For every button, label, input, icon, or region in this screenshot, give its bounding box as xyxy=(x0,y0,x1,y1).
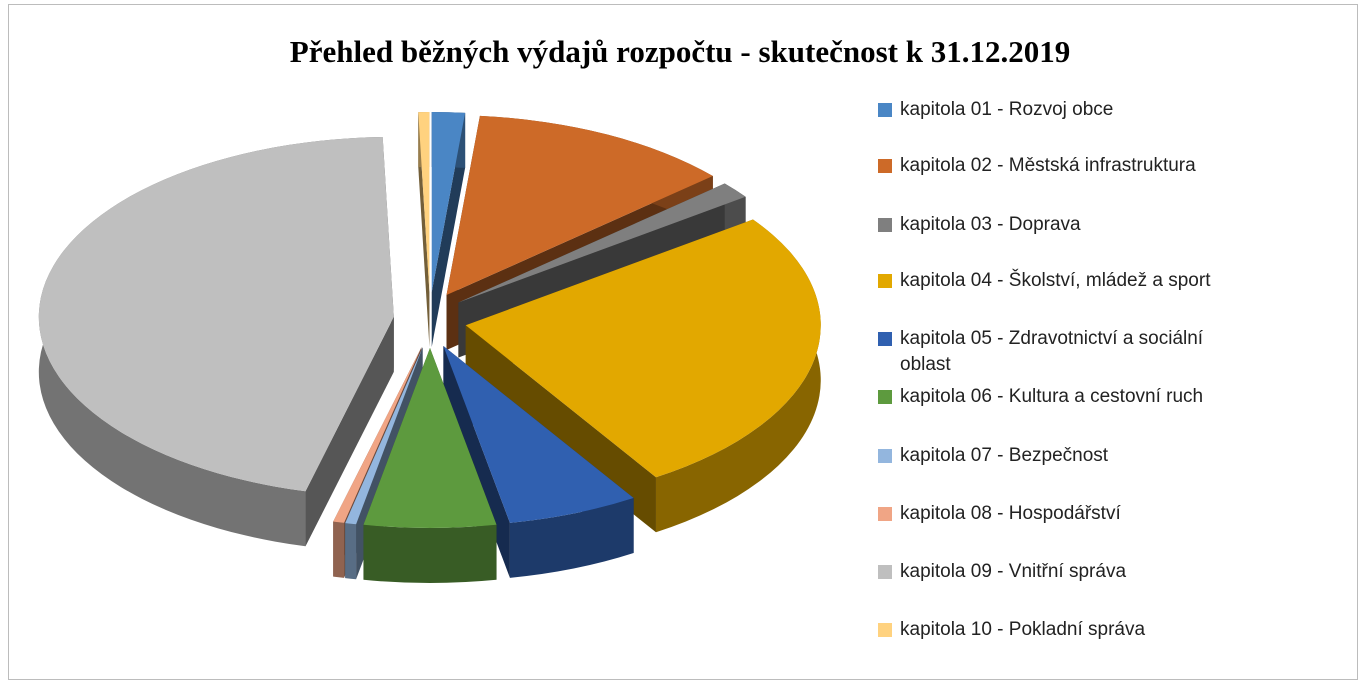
legend-entry: kapitola 06 - Kultura a cestovní ruch xyxy=(878,384,1238,410)
legend-swatch xyxy=(878,332,892,346)
slice xyxy=(418,112,430,293)
slice xyxy=(465,219,821,478)
legend-label: kapitola 04 - Školství, mládež a sport xyxy=(900,270,1211,291)
legend-label: kapitola 02 - Městská infrastruktura xyxy=(900,155,1196,176)
legend-swatch xyxy=(878,103,892,117)
chart xyxy=(38,112,821,583)
legend-entry: kapitola 04 - Školství, mládež a sport xyxy=(878,268,1238,294)
slice xyxy=(38,137,394,492)
slice xyxy=(333,347,422,523)
slice-wall xyxy=(418,112,430,348)
legend-entry: kapitola 08 - Hospodářství xyxy=(878,501,1238,527)
legend-label: kapitola 06 - Kultura a cestovní ruch xyxy=(900,386,1204,407)
slice-side xyxy=(655,219,821,533)
legend-swatch xyxy=(878,565,892,579)
legend-label: kapitola 10 - Pokladní správa xyxy=(900,619,1146,640)
legend-entry: kapitola 07 - Bezpečnost xyxy=(878,443,1238,469)
legend-entry: kapitola 01 - Rozvoj obce xyxy=(878,97,1238,123)
legend-entry: kapitola 09 - Vnitřní správa xyxy=(878,559,1238,585)
legend-label: kapitola 03 - Doprava xyxy=(900,214,1081,235)
legend-swatch xyxy=(878,507,892,521)
legend-swatch xyxy=(878,274,892,288)
legend-entry: kapitola 03 - Doprava xyxy=(878,212,1238,238)
slice-wall xyxy=(345,347,423,579)
slice xyxy=(363,348,497,528)
slice-wall xyxy=(305,316,394,547)
legend-swatch xyxy=(878,623,892,637)
legend-label: kapitola 01 - Rozvoj obce xyxy=(900,99,1114,120)
legend-label: kapitola 07 - Bezpečnost xyxy=(900,445,1109,466)
slice xyxy=(443,346,634,523)
legend-label: kapitola 08 - Hospodářství xyxy=(900,503,1121,524)
legend-entry: kapitola 10 - Pokladní správa xyxy=(878,617,1238,643)
legend-swatch xyxy=(878,159,892,173)
legend-entry: kapitola 05 - Zdravotnictví a sociální o… xyxy=(878,326,1238,378)
slice xyxy=(345,347,423,525)
legend-label: kapitola 05 - Zdravotnictví a sociální o… xyxy=(900,328,1204,375)
slice-wall xyxy=(431,112,466,348)
chart-frame xyxy=(8,4,1358,680)
chart-title: Přehled běžných výdajů rozpočtu - skuteč… xyxy=(289,34,1071,69)
slice xyxy=(431,112,466,293)
slice-side xyxy=(509,498,634,578)
legend-label: kapitola 09 - Vnitřní správa xyxy=(900,561,1127,582)
slice-side xyxy=(363,524,497,583)
slice xyxy=(446,115,713,296)
legend-entry: kapitola 02 - Městská infrastruktura xyxy=(878,153,1238,179)
slice-side xyxy=(345,523,357,580)
legend-swatch xyxy=(878,218,892,232)
slice xyxy=(458,183,746,303)
legend-swatch xyxy=(878,390,892,404)
legend-swatch xyxy=(878,449,892,463)
slice-side xyxy=(333,521,345,578)
